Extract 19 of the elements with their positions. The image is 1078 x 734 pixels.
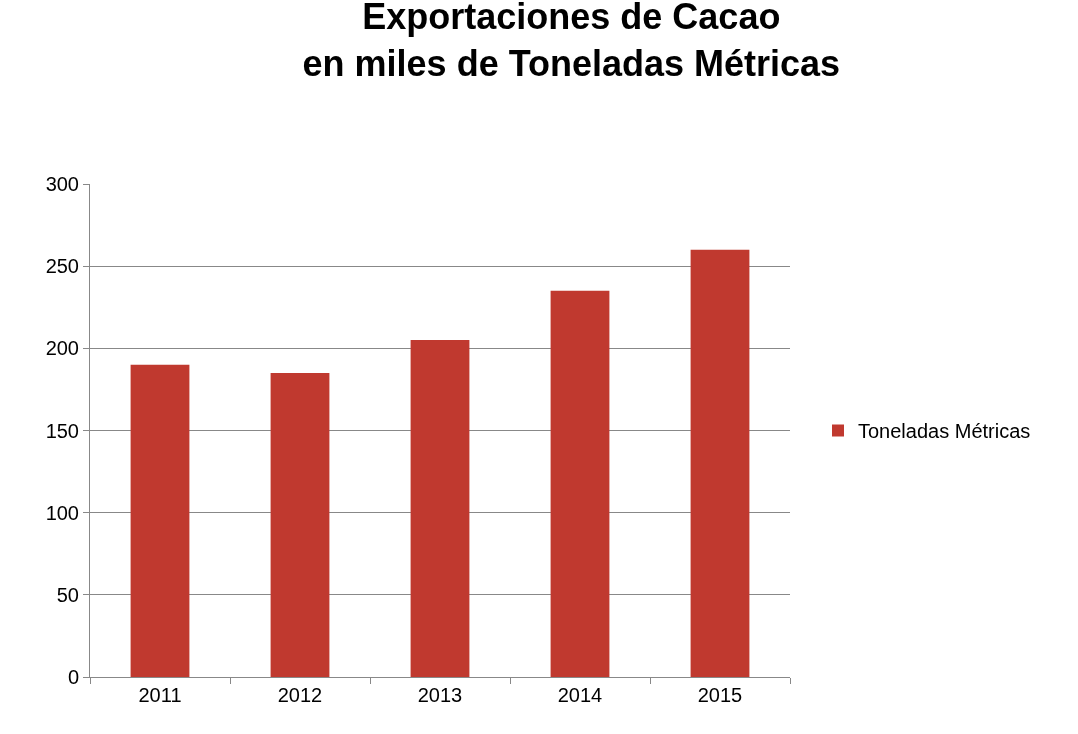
bar [410,340,470,677]
x-tick-label: 2014 [557,684,603,706]
y-tick-label: 50 [56,583,79,606]
bar [130,364,190,677]
bar [270,372,330,677]
x-tick-label: 2011 [138,684,182,706]
bar [690,249,750,677]
y-tick-label: 300 [45,173,79,195]
y-tick-label: 250 [45,255,79,278]
x-tick-label: 2012 [277,684,323,706]
x-tick-label: 2015 [697,684,743,706]
chart-title: Exportaciones de Cacao en miles de Toneladas Métricas [302,0,841,85]
y-tick-label: 100 [45,501,79,524]
x-tick-label: 2013 [417,684,463,706]
y-tick-label: 200 [45,337,79,360]
y-tick-label: 0 [67,666,79,688]
bar [550,290,610,677]
y-tick-label: 150 [45,419,79,442]
legend-label: Toneladas Métricas [858,420,1031,443]
